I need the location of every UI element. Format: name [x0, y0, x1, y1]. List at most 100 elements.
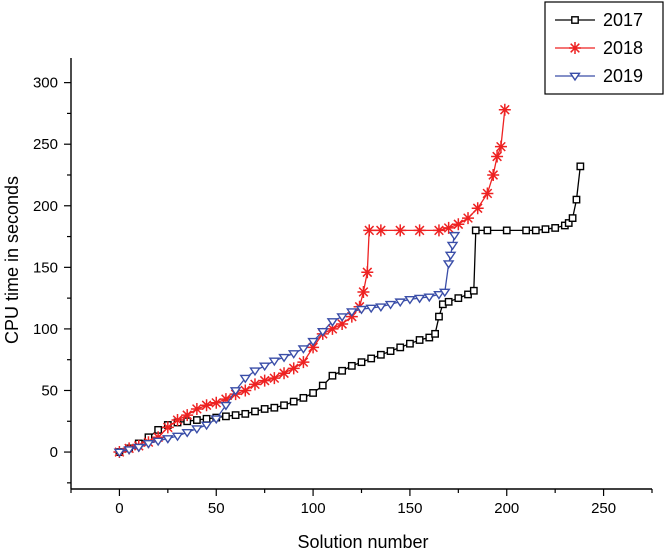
series-2019-point: [258, 362, 271, 372]
x-tick-label: 50: [208, 500, 225, 517]
legend: 2017 2018 2019: [544, 1, 664, 95]
series-2019-point: [297, 345, 310, 354]
series-2018-point: [219, 393, 232, 406]
series-2019-point: [287, 350, 300, 359]
x-tick-label: 100: [301, 500, 326, 517]
series-2017-point: [251, 407, 259, 416]
series-2018-point: [491, 150, 504, 163]
series-2018-point: [248, 378, 261, 391]
series-2017-point: [483, 226, 492, 235]
series-2018-point: [278, 367, 291, 380]
series-2017-point: [367, 354, 376, 363]
series-2017-line: [119, 166, 581, 453]
series-2018-point: [171, 414, 184, 427]
y-tick-label: 100: [33, 321, 58, 338]
series-2019-point: [239, 374, 252, 384]
series-2017-point: [241, 409, 250, 418]
series-2017-point: [260, 405, 269, 413]
series-2017-point: [280, 401, 288, 410]
series-2019-point: [181, 428, 194, 438]
legend-marker-2019: [569, 72, 581, 82]
series-2017-point: [347, 361, 356, 370]
y-tick-label: 50: [41, 382, 58, 399]
series-2019-point: [268, 357, 281, 367]
series-2018-point: [336, 317, 349, 330]
y-tick-label: 0: [50, 444, 58, 461]
y-tick-label: 150: [33, 259, 58, 276]
series-2019-point: [442, 260, 455, 269]
x-tick-label: 0: [115, 500, 123, 517]
series-2017: [115, 162, 585, 456]
series-2018-point: [287, 362, 300, 375]
series-2019-point: [249, 367, 261, 377]
series-2018-point: [361, 266, 374, 279]
series-2019-point: [191, 425, 203, 434]
series-2018-point: [363, 224, 376, 237]
series-2019-point: [210, 415, 223, 425]
series-2019-point: [229, 387, 242, 396]
series-2017-point: [522, 226, 531, 235]
series-2019-point: [346, 308, 358, 317]
series-2019-point: [355, 305, 368, 315]
series-2017-point: [396, 343, 405, 352]
series-2017-point: [435, 312, 443, 321]
series-2017-point: [576, 162, 585, 171]
series-2019-point: [123, 446, 135, 455]
series-2017-point: [415, 336, 424, 344]
series-2018-point: [268, 372, 281, 385]
series-2019-point: [384, 300, 397, 310]
series-2017-point: [289, 397, 298, 406]
series-2019-point: [423, 293, 436, 303]
legend-label-2019: 2019: [603, 66, 643, 86]
series-2017-point: [299, 393, 308, 402]
series-2019-point: [446, 241, 459, 251]
y-tick-label: 300: [33, 75, 58, 92]
series-2019-point: [375, 303, 387, 313]
series-2018: [113, 103, 511, 459]
series-2019-point: [220, 401, 232, 411]
series-2018-point: [442, 221, 455, 234]
series-2018-point: [357, 285, 370, 298]
series-2018-point: [258, 374, 271, 387]
series-2018-point: [239, 384, 252, 397]
series-2019-point: [336, 313, 348, 322]
series-2019: [113, 231, 461, 458]
x-tick-label: 250: [591, 500, 616, 517]
series-2017-point: [471, 226, 480, 235]
series-2019-point: [278, 353, 290, 363]
series-2017-point: [309, 389, 317, 397]
series-2018-point: [487, 168, 500, 181]
legend-marker-2018: [569, 42, 581, 54]
series-2018-point: [190, 402, 203, 415]
series-2017-point: [338, 366, 347, 375]
series-2017-point: [431, 329, 439, 338]
series-2019-point: [162, 435, 174, 444]
series-2018-point: [307, 341, 320, 354]
series-2017-point: [454, 294, 463, 303]
series-2018-point: [481, 187, 494, 200]
series-2019-line: [119, 235, 456, 453]
series-2017-point: [376, 350, 385, 359]
series-2019-point: [142, 440, 155, 449]
series-2017-point: [568, 214, 577, 222]
series-2018-point: [498, 103, 511, 116]
series-2017-point: [531, 226, 540, 235]
y-tick-label: 200: [33, 198, 58, 215]
series-2019-point: [132, 443, 145, 453]
series-2017-point: [192, 416, 201, 424]
series-2017-point: [502, 226, 511, 235]
series-2019-point: [152, 437, 164, 447]
axes-frame: [70, 58, 652, 490]
series-2019-point: [113, 448, 126, 458]
y-tick-label: 250: [33, 136, 58, 153]
series-2017-point: [231, 411, 240, 420]
series-2018-line: [119, 109, 506, 453]
series-2018-point: [452, 218, 465, 231]
series-2017-point: [318, 381, 327, 390]
series-2018-point: [152, 431, 165, 444]
series-2019-point: [200, 421, 213, 431]
series-2017-point: [202, 414, 211, 423]
series-layer: [113, 103, 585, 459]
series-2019-point: [326, 318, 339, 327]
